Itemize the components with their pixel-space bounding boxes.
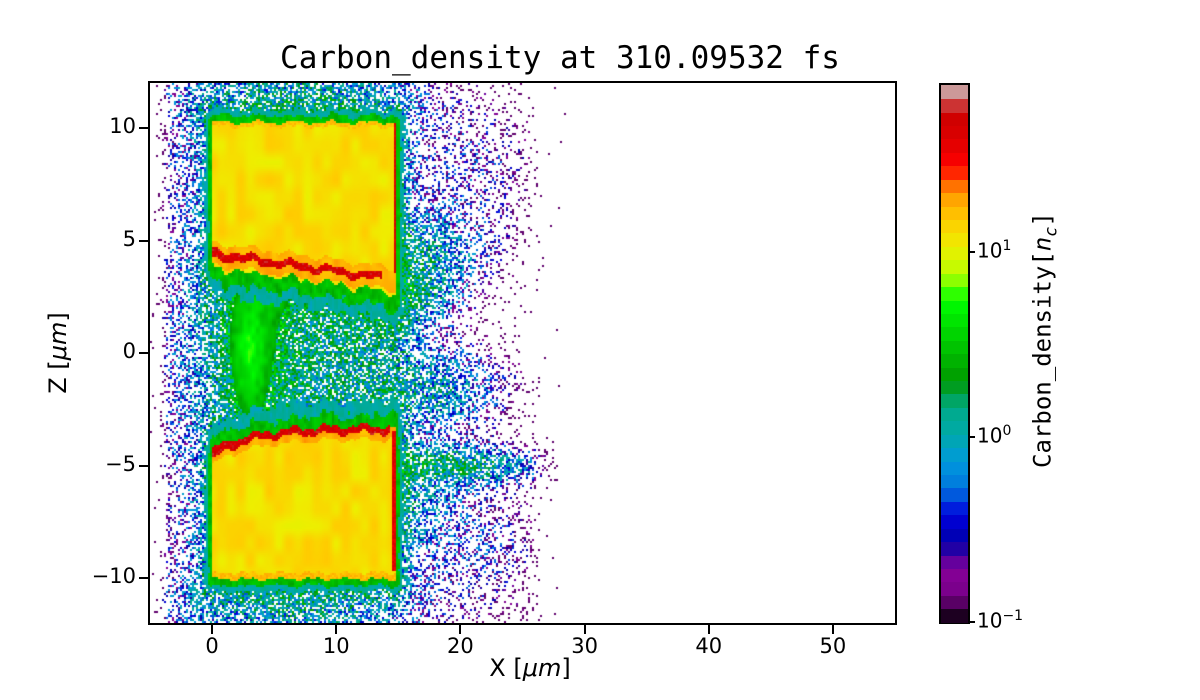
colorbar-band — [941, 528, 968, 543]
colorbar-label-suffix: ] — [1028, 212, 1057, 227]
x-tick-label: 20 — [447, 634, 474, 658]
colorbar-band — [941, 98, 968, 113]
colorbar-band — [941, 111, 968, 126]
x-axis-label-units: μm — [522, 654, 562, 682]
z-axis-label-units: μm — [44, 321, 72, 361]
colorbar-tick-mark — [970, 621, 975, 623]
z-tick-mark — [139, 352, 148, 354]
colorbar-band — [941, 259, 968, 274]
colorbar-band — [941, 487, 968, 502]
colorbar-label-subscript: c — [1041, 226, 1062, 237]
colorbar-band — [941, 205, 968, 220]
x-axis-label: X [μm] — [489, 654, 570, 682]
colorbar-band — [941, 420, 968, 435]
colorbar-band — [941, 460, 968, 476]
colorbar-band — [941, 581, 968, 596]
colorbar-band — [941, 340, 968, 355]
x-tick-label: 0 — [205, 634, 219, 658]
colorbar-band — [941, 138, 968, 153]
colorbar-band — [941, 152, 968, 167]
x-tick-mark — [211, 625, 214, 634]
z-tick-label: −5 — [105, 451, 136, 476]
z-tick-label: 5 — [122, 226, 136, 251]
x-tick-mark — [335, 625, 338, 634]
colorbar-band — [941, 178, 968, 194]
colorbar-band — [941, 85, 968, 100]
x-tick-mark — [707, 625, 710, 634]
x-tick-mark — [831, 625, 834, 634]
colorbar-tick-label: 100 — [977, 423, 1012, 448]
x-tick-label: 40 — [695, 634, 723, 658]
x-tick-label: 50 — [819, 634, 847, 658]
colorbar-tick-label: 10−1 — [977, 608, 1024, 633]
z-tick-label: −10 — [91, 564, 136, 588]
colorbar-band — [941, 501, 968, 516]
x-axis-label-prefix: X [ — [489, 654, 523, 682]
x-tick-mark — [459, 625, 462, 634]
colorbar-band — [941, 299, 968, 314]
colorbar-band — [941, 232, 968, 247]
colorbar-band — [941, 407, 968, 422]
colorbar-band — [941, 326, 968, 341]
colorbar-band — [941, 393, 968, 408]
z-axis-label: Z [μm] — [44, 312, 72, 393]
colorbar-band — [941, 434, 968, 449]
colorbar-band — [941, 165, 968, 180]
colorbar-band — [941, 380, 968, 395]
colorbar-tick-mark — [970, 436, 975, 439]
colorbar-band — [941, 541, 968, 556]
z-tick-mark — [139, 239, 148, 242]
chart-title: Carbon_density at 310.09532 fs — [280, 40, 840, 76]
colorbar-band — [941, 272, 968, 288]
x-tick-label: 30 — [571, 634, 598, 658]
z-tick-label: 10 — [109, 114, 136, 138]
colorbar-band — [941, 246, 968, 261]
z-axis-label-suffix: ] — [44, 312, 72, 322]
z-axis-label-prefix: Z [ — [44, 360, 72, 394]
density-heatmap-canvas — [150, 83, 895, 623]
colorbar-label-prefix: Carbon_density[ — [1028, 251, 1057, 468]
colorbar-band — [941, 192, 968, 207]
colorbar-band — [941, 219, 968, 234]
z-tick-mark — [139, 127, 148, 129]
colorbar-tick-label: 101 — [977, 238, 1012, 263]
colorbar-band — [941, 514, 968, 529]
colorbar — [939, 83, 970, 624]
x-tick-mark — [583, 625, 586, 634]
colorbar-band — [941, 447, 968, 462]
z-tick-label: 0 — [122, 339, 136, 363]
colorbar-band — [941, 366, 968, 382]
x-tick-label: 10 — [322, 634, 350, 658]
colorbar-band — [941, 595, 968, 610]
colorbar-band — [941, 125, 968, 140]
colorbar-label-symbol: n — [1028, 236, 1057, 252]
plot-area — [148, 81, 897, 625]
colorbar-band — [941, 608, 968, 623]
colorbar-band — [941, 353, 968, 368]
colorbar-band — [941, 313, 968, 328]
colorbar-label: Carbon_density[nc] — [1029, 212, 1062, 468]
colorbar-band — [941, 474, 968, 489]
z-tick-mark — [139, 577, 148, 579]
colorbar-band — [941, 554, 968, 569]
colorbar-band — [941, 568, 968, 583]
z-tick-mark — [139, 464, 148, 467]
x-axis-label-suffix: ] — [561, 654, 571, 682]
colorbar-tick-mark — [970, 251, 975, 254]
colorbar-band — [941, 286, 968, 301]
